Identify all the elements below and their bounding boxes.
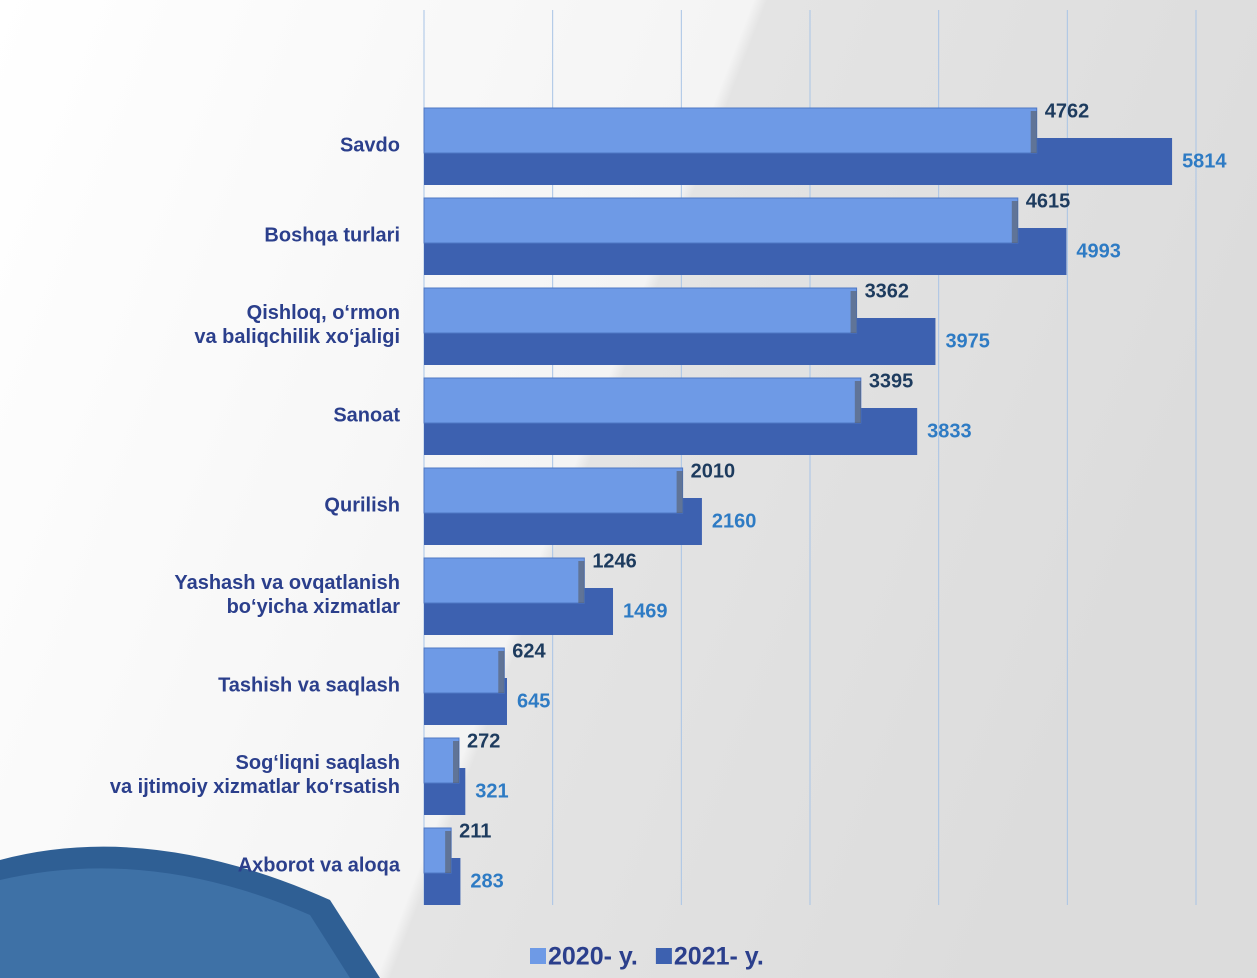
legend: 2020- y. 2021- y. [530,943,764,971]
value-label: 5814 [1182,150,1227,172]
bar [423,197,1019,244]
bar [423,647,505,694]
bar-edge [850,291,857,333]
category-label: Qurilish [324,494,400,516]
value-label: 4762 [1045,100,1090,122]
value-label: 4615 [1026,190,1071,212]
value-label: 1246 [592,550,637,572]
category-label: Savdo [340,134,400,156]
value-label: 2160 [712,510,757,532]
bar-edge [498,651,505,693]
bar [423,287,858,334]
bar-edge [854,381,861,423]
legend-swatch [655,948,672,964]
value-label: 3975 [945,330,990,352]
value-label: 1469 [623,600,668,622]
value-label: 4993 [1076,240,1121,262]
category-label: Qishloq, o‘rmon va baliqchilik xo‘jaligi [194,302,400,348]
value-label: 3395 [869,370,914,392]
bar-edge [445,831,452,873]
legend-swatch [530,948,546,964]
category-label: Sanoat [333,404,400,426]
category-label: Axborot va aloqa [238,854,401,876]
bar [423,557,585,604]
category-label: Boshqa turlari [264,224,400,246]
bar-edge [1030,111,1037,153]
value-label: 272 [467,730,500,752]
value-label: 321 [475,780,508,802]
bar [423,107,1038,154]
value-label: 2010 [691,460,736,482]
legend-label: 2020- y. [548,943,638,971]
bar-edge [1011,201,1018,243]
value-label: 211 [459,820,491,842]
value-label: 624 [512,640,546,662]
value-label: 283 [470,870,503,892]
bar-edge [578,561,585,603]
value-label: 3362 [865,280,910,302]
bar-edge [676,471,683,513]
bar [423,377,862,424]
bar-edge [452,741,459,783]
decoration [0,868,350,978]
value-label: 3833 [927,420,972,442]
category-label: Sog‘liqni saqlash va ijtimoiy xizmatlar k… [110,752,400,798]
category-label: Tashish va saqlash [218,674,400,696]
category-label: Yashash va ovqatlanish bo‘yicha xizmatlar [174,572,400,618]
value-label: 645 [517,690,550,712]
legend-label: 2021- y. [674,943,764,971]
bar [423,467,684,514]
